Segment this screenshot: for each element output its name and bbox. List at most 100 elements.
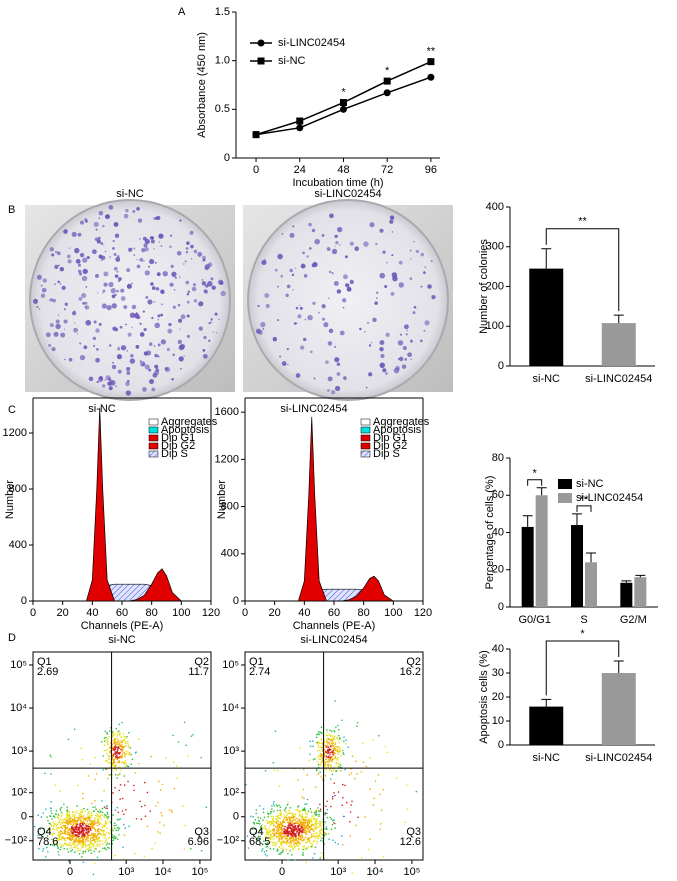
event (91, 846, 93, 849)
event (317, 837, 319, 840)
legend-swatch (360, 418, 371, 426)
event (320, 755, 322, 758)
event (328, 759, 331, 761)
event (319, 746, 322, 748)
event (115, 727, 118, 730)
event (159, 789, 162, 791)
event (252, 833, 254, 836)
event (267, 815, 270, 818)
event (317, 750, 319, 752)
colony (101, 303, 107, 309)
event (84, 826, 86, 828)
event (307, 827, 309, 830)
event (106, 760, 109, 763)
event (129, 753, 131, 755)
event (83, 829, 85, 832)
event (78, 853, 81, 855)
event (282, 841, 285, 843)
event (360, 770, 363, 773)
x-axis-label: Channels (PE-A) (81, 620, 164, 632)
event (257, 822, 260, 825)
colony (331, 390, 336, 395)
event (115, 755, 117, 758)
colony (108, 386, 113, 391)
colony (80, 220, 84, 225)
event (374, 780, 377, 783)
event (284, 837, 287, 840)
event (298, 838, 300, 841)
colony (117, 369, 122, 374)
colony (118, 277, 122, 281)
event (123, 745, 126, 748)
x-tick-label: 40 (86, 607, 98, 619)
event (251, 828, 254, 830)
event (112, 754, 115, 756)
event (49, 754, 51, 756)
y-tick-label: 0 (498, 601, 504, 613)
quadrant-name: Q3 (406, 826, 421, 838)
event (94, 828, 97, 831)
event (274, 832, 276, 835)
event (116, 806, 119, 809)
colony (398, 356, 404, 362)
event (306, 837, 309, 840)
event (324, 828, 326, 830)
event (121, 810, 124, 812)
event (259, 823, 261, 825)
event (112, 735, 114, 738)
event (404, 821, 407, 824)
event (331, 742, 333, 745)
event (278, 853, 280, 855)
event (65, 816, 68, 819)
event (311, 740, 314, 742)
event (52, 821, 54, 824)
event (102, 769, 104, 771)
colony (98, 210, 104, 216)
event (249, 815, 252, 818)
event (104, 749, 107, 752)
colony (68, 357, 73, 362)
x-tick-label: 100 (172, 607, 190, 619)
bar (601, 323, 636, 366)
colony (178, 356, 184, 362)
event (313, 811, 316, 814)
colony (389, 219, 394, 224)
event (306, 813, 308, 816)
event (113, 741, 116, 744)
event (78, 849, 80, 852)
colony (297, 314, 302, 319)
colony (139, 360, 142, 363)
event (313, 823, 315, 826)
colony (117, 346, 120, 348)
event (121, 749, 124, 752)
y-tick-label: 0 (21, 811, 27, 823)
event (303, 768, 305, 771)
event (320, 753, 323, 755)
event (42, 812, 45, 815)
event (121, 740, 124, 743)
event (350, 804, 352, 806)
area (297, 416, 394, 602)
event (57, 817, 60, 819)
colony (74, 322, 76, 324)
event (329, 745, 332, 748)
colony (185, 251, 189, 254)
event (71, 842, 74, 845)
event (125, 745, 127, 747)
event (272, 848, 275, 850)
event (72, 815, 74, 818)
colony (98, 217, 101, 219)
event (294, 821, 296, 824)
colony (154, 322, 160, 329)
significance: * (385, 65, 390, 77)
event (304, 821, 307, 824)
event (118, 789, 121, 792)
event (280, 844, 283, 847)
event (183, 721, 186, 724)
colony (333, 281, 339, 287)
event (71, 820, 73, 822)
colony (81, 275, 88, 282)
colony (368, 372, 373, 377)
colony (321, 304, 326, 309)
event (252, 815, 254, 818)
